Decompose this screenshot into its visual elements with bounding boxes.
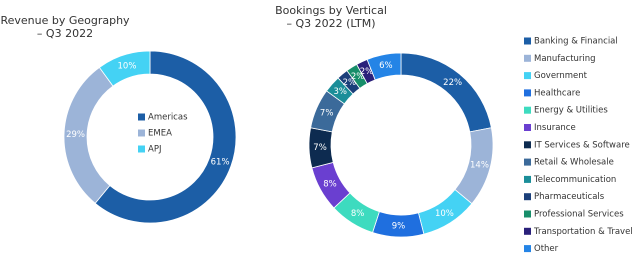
data-label: 7% [313, 143, 327, 153]
donut-segment [98, 50, 151, 87]
legend-swatch [524, 175, 531, 183]
legend-label: APJ [148, 145, 161, 155]
data-label: 29% [66, 130, 85, 140]
legend-swatch [524, 227, 531, 235]
legend-label: Transportation & Travel [533, 227, 633, 237]
legend-swatch [138, 113, 145, 121]
legend-label: Pharmaceuticals [534, 192, 605, 202]
legend-swatch [138, 129, 145, 137]
legend-label: Government [534, 71, 588, 81]
data-label: 8% [323, 180, 337, 190]
legend-label: Healthcare [534, 88, 580, 98]
data-label: 22% [443, 78, 462, 88]
legend-label: Americas [148, 113, 188, 123]
legend-swatch [524, 158, 531, 166]
legend-label: Energy & Utilities [534, 106, 608, 116]
legend-swatch [524, 193, 531, 201]
legend-swatch [524, 89, 531, 97]
data-label: 8% [351, 209, 365, 219]
legend-swatch [524, 245, 531, 253]
legend-label: EMEA [148, 129, 172, 139]
legend-swatch [524, 37, 531, 45]
donut-segment [400, 52, 492, 133]
data-label: 10% [435, 209, 454, 219]
legend-swatch [524, 141, 531, 149]
data-label: 14% [470, 161, 489, 171]
data-label: 2% [343, 78, 357, 88]
legend-swatch [524, 124, 531, 131]
legend-label: Telecommunication [533, 175, 616, 185]
data-label: 6% [379, 61, 393, 71]
legend-label: Other [534, 244, 559, 254]
legend-label: Professional Services [534, 210, 624, 220]
data-label: 7% [320, 108, 334, 118]
legend-label: Retail & Wholesale [534, 158, 614, 168]
legend-label: Manufacturing [534, 54, 596, 64]
data-label: 2% [351, 72, 365, 82]
legend-swatch [524, 72, 531, 80]
data-label: 61% [211, 158, 230, 168]
data-label: 2% [360, 67, 374, 77]
legend-label: IT Services & Software [534, 140, 630, 150]
donut-segment [94, 50, 237, 224]
legend-label: Banking & Financial [534, 37, 618, 47]
data-label: 3% [333, 87, 347, 97]
chart-title: Bookings by Vertical – Q3 2022 (LTM) [275, 4, 387, 30]
data-label: 10% [118, 62, 137, 72]
legend-swatch [524, 106, 531, 114]
donut-segment [366, 52, 402, 81]
legend-swatch [138, 145, 145, 153]
data-label: 9% [392, 221, 406, 231]
legend-swatch [524, 210, 531, 218]
chart-title: Revenue by Geography – Q3 2022 [0, 14, 130, 40]
legend-swatch [524, 54, 531, 62]
legend-label: Insurance [534, 123, 576, 133]
